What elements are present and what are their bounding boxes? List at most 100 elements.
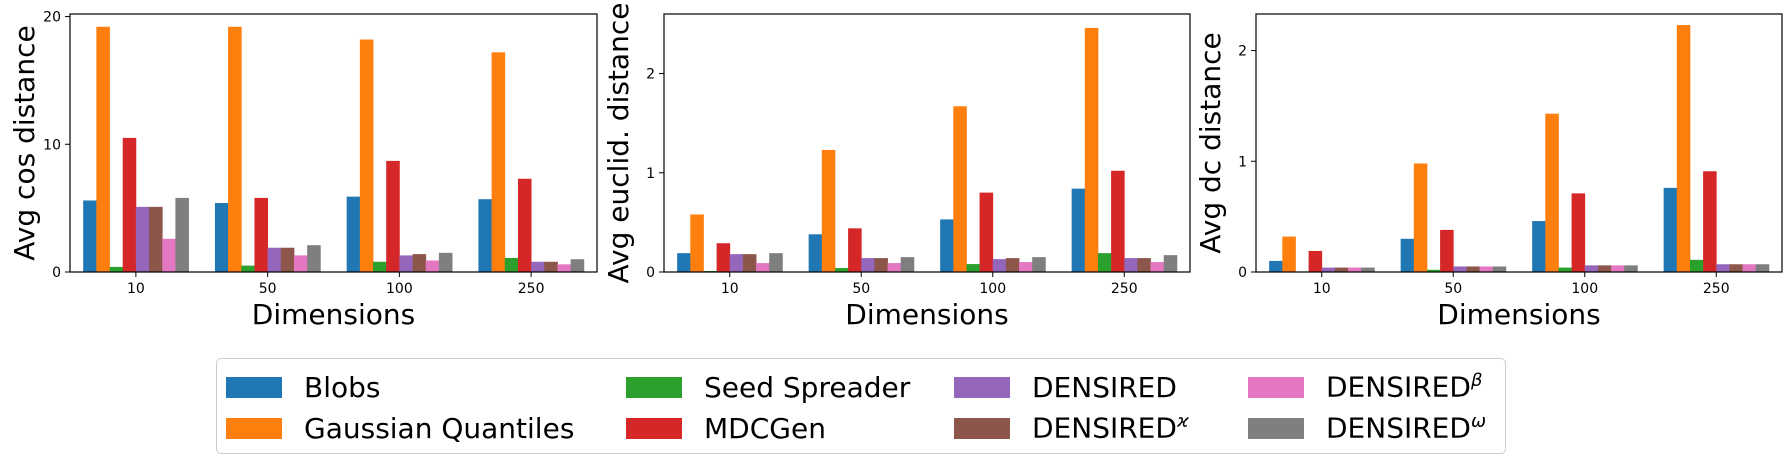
bar xyxy=(677,253,691,272)
x-tick-label: 250 xyxy=(1703,281,1730,297)
bar xyxy=(162,238,176,272)
bar xyxy=(293,255,308,272)
bar xyxy=(848,228,862,272)
y-tick-label: 0 xyxy=(646,265,655,281)
x-tick-label: 10 xyxy=(721,281,739,297)
bar xyxy=(1124,258,1138,272)
bar xyxy=(1676,25,1691,272)
bar xyxy=(438,252,453,272)
bar xyxy=(1348,267,1362,272)
bar xyxy=(280,247,295,272)
bar xyxy=(1624,265,1638,272)
bar xyxy=(716,243,731,272)
bar xyxy=(887,263,902,272)
legend-item: MDCGen xyxy=(626,408,826,448)
bar xyxy=(690,214,704,272)
bar xyxy=(1689,259,1704,272)
y-axis-label: Avg dc distance xyxy=(1194,32,1227,253)
bar xyxy=(1019,262,1033,272)
x-tick-label: 250 xyxy=(518,281,545,297)
bar xyxy=(254,197,269,272)
bar xyxy=(346,196,361,272)
legend-swatch xyxy=(226,417,282,439)
bar xyxy=(1729,264,1743,272)
bar xyxy=(729,254,744,272)
bar xyxy=(1413,163,1428,272)
legend-item: DENSIRED xyxy=(954,367,1177,407)
y-tick-label: 0 xyxy=(52,265,61,281)
bar xyxy=(1321,267,1336,272)
x-axis-label: Dimensions xyxy=(845,298,1008,331)
legend-item: DENSIREDϰ xyxy=(954,408,1189,448)
bar xyxy=(1597,265,1612,272)
bar xyxy=(228,26,242,272)
bar xyxy=(979,192,994,272)
bar xyxy=(517,178,532,272)
legend-swatch xyxy=(954,376,1010,398)
legend-label: MDCGen xyxy=(704,411,826,445)
bar xyxy=(241,265,255,272)
plot-frame xyxy=(1255,13,1783,273)
legend-item: Seed Spreader xyxy=(626,367,910,407)
y-tick-label: 0 xyxy=(1238,265,1247,281)
y-tick-label: 1 xyxy=(646,166,655,182)
bar xyxy=(1532,221,1546,272)
bar xyxy=(1755,264,1770,272)
legend-label: Gaussian Quantiles xyxy=(304,411,575,445)
bar xyxy=(412,254,427,272)
bar xyxy=(491,52,506,272)
legend-label: DENSIREDϰ xyxy=(1032,411,1189,445)
bar xyxy=(1466,266,1480,272)
bar xyxy=(1492,266,1507,272)
bar xyxy=(874,258,888,272)
plot-frame xyxy=(663,13,1191,273)
legend-item: DENSIREDω xyxy=(1248,408,1486,448)
bar xyxy=(834,268,849,272)
bar xyxy=(861,258,875,272)
bar xyxy=(175,197,189,272)
bar xyxy=(386,160,400,272)
x-tick-label: 100 xyxy=(1571,281,1598,297)
bar xyxy=(149,206,163,272)
x-tick-label: 50 xyxy=(1444,281,1462,297)
bar xyxy=(1032,257,1046,272)
bar xyxy=(1716,264,1730,272)
bar xyxy=(1361,267,1375,272)
bar xyxy=(992,259,1007,272)
bar xyxy=(821,149,836,272)
plot-frame xyxy=(69,13,598,273)
bar xyxy=(425,260,440,272)
legend-swatch xyxy=(626,376,682,398)
bar xyxy=(1282,236,1296,272)
x-axis-label: Dimensions xyxy=(252,298,415,331)
bar xyxy=(109,266,124,272)
bar xyxy=(1269,260,1283,272)
bar xyxy=(940,219,954,272)
bar xyxy=(1479,266,1494,272)
bar xyxy=(756,263,770,272)
legend-item: Gaussian Quantiles xyxy=(226,408,574,448)
y-tick-label: 2 xyxy=(1238,44,1247,60)
bar xyxy=(359,39,374,272)
legend-item: DENSIREDβ xyxy=(1248,367,1482,407)
bar xyxy=(808,234,823,272)
y-axis-label: Avg cos distance xyxy=(8,25,41,260)
bar xyxy=(1558,267,1572,272)
bar xyxy=(1084,27,1099,272)
bar xyxy=(96,26,110,272)
bar xyxy=(122,137,137,272)
bar xyxy=(307,245,321,272)
legend-swatch xyxy=(954,417,1010,439)
bar xyxy=(966,264,980,272)
y-tick-label: 10 xyxy=(43,137,61,153)
bar xyxy=(1150,262,1165,272)
legend-item: Blobs xyxy=(226,367,380,407)
legend-label: DENSIREDω xyxy=(1326,411,1487,445)
legend-swatch xyxy=(1248,376,1304,398)
bar xyxy=(135,206,150,272)
bar xyxy=(1005,258,1020,272)
bar xyxy=(1334,267,1349,272)
legend-label: DENSIREDβ xyxy=(1326,370,1483,404)
bar xyxy=(1071,188,1086,272)
